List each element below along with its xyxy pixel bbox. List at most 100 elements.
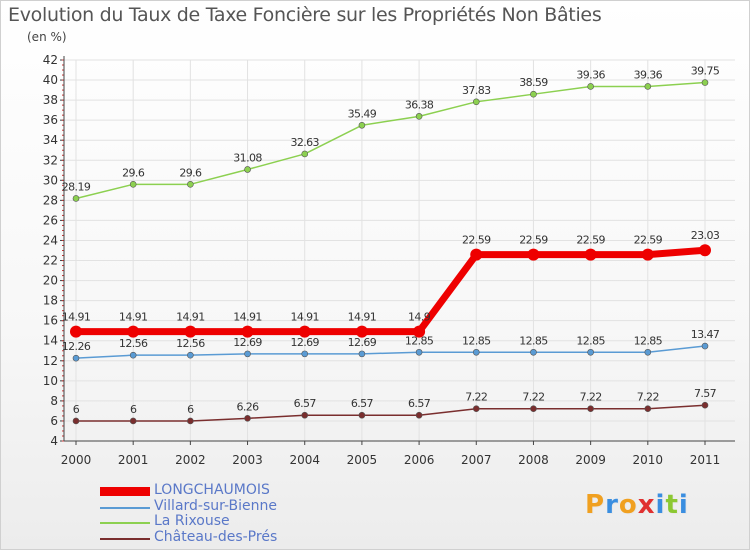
data-label: 22.59	[576, 234, 605, 247]
data-point	[72, 354, 80, 362]
data-label: 13.47	[691, 328, 720, 341]
y-tick-label: 18	[43, 294, 58, 308]
y-tick-label: 16	[43, 314, 58, 328]
data-label: 12.56	[176, 337, 205, 350]
x-tick-label: 2000	[61, 453, 92, 467]
data-label: 6.57	[351, 397, 374, 410]
axes: 4 6 8 10 12 14 16 18 20 22 24 26 28 30 32 34 36 38 40 42 200…	[43, 53, 735, 467]
y-tick-label: 32	[43, 153, 58, 167]
x-tick-label: 2007	[461, 453, 492, 467]
data-point	[187, 417, 194, 425]
data-label: 14.91	[62, 311, 91, 324]
data-point	[244, 166, 251, 173]
chart-title: Evolution du Taux de Taxe Foncière sur l…	[8, 4, 602, 26]
data-label: 7.57	[694, 387, 717, 400]
data-point	[298, 325, 311, 338]
legend-swatch	[100, 538, 150, 540]
data-point	[472, 405, 480, 413]
logo-letter: P	[585, 490, 606, 520]
legend-swatch	[100, 507, 150, 509]
y-tick-label: 40	[43, 73, 58, 87]
y-tick-label: 20	[43, 274, 58, 288]
x-tick-label: 2011	[690, 453, 721, 467]
data-label: 12.26	[62, 340, 91, 353]
data-point	[472, 348, 480, 356]
data-label: 14.91	[176, 311, 205, 324]
data-label: 12.85	[462, 334, 491, 347]
data-point	[184, 325, 197, 338]
y-tick-label: 30	[43, 173, 58, 187]
unit-label: (en %)	[27, 30, 67, 44]
series-layer	[70, 79, 711, 425]
data-label: 39.36	[634, 68, 663, 81]
y-tick-label: 36	[43, 113, 58, 127]
x-tick-label: 2006	[404, 453, 435, 467]
data-point	[358, 411, 366, 419]
data-point	[644, 405, 652, 413]
data-label: 6	[73, 403, 80, 416]
data-point	[72, 417, 80, 425]
data-label: 6.26	[236, 400, 259, 413]
data-label: 12.69	[348, 336, 377, 349]
y-tick-label: 34	[43, 133, 58, 147]
x-tick-label: 2010	[633, 453, 664, 467]
y-tick-label: 6	[50, 414, 58, 428]
data-label: 12.85	[634, 334, 663, 347]
logo-letter: o	[618, 490, 638, 520]
y-tick-label: 12	[43, 354, 58, 368]
data-point	[244, 415, 251, 422]
data-point	[470, 248, 483, 261]
data-point	[644, 83, 652, 90]
data-label: 14.91	[233, 311, 262, 324]
data-point	[415, 113, 423, 120]
y-tick-label: 8	[50, 394, 58, 408]
data-label: 14.91	[290, 311, 319, 324]
data-label-layer: 14.91 14.91 14.91 14.91 14.91 14.91 14.9 22.59 2…	[62, 65, 721, 416]
series-line-la-rixouse	[75, 81, 706, 200]
data-point	[187, 351, 194, 359]
logo-letter: t	[665, 490, 679, 520]
y-tick-label: 14	[43, 334, 58, 348]
legend-label: LONGCHAUMOIS	[154, 482, 270, 498]
data-point	[472, 98, 480, 106]
data-point	[530, 405, 537, 413]
data-point	[701, 401, 709, 409]
data-label: 12.85	[576, 334, 605, 347]
x-tick-label: 2009	[575, 453, 606, 467]
x-tick-label: 2003	[232, 453, 263, 467]
data-label: 29.6	[179, 166, 202, 179]
y-tick-label: 4	[50, 434, 58, 448]
data-label: 35.49	[348, 107, 377, 120]
data-point	[701, 342, 709, 350]
data-label: 7.22	[522, 391, 544, 404]
data-point	[301, 411, 309, 419]
data-point	[530, 348, 537, 356]
y-tick-label: 22	[43, 254, 58, 268]
data-label: 6	[130, 403, 137, 416]
series-line-longchaumois	[72, 246, 709, 336]
logo-letter: i	[655, 490, 666, 520]
data-label: 38.59	[519, 76, 548, 89]
legend-label: Château-des-Prés	[154, 529, 278, 545]
data-label: 12.69	[233, 336, 262, 349]
data-label: 14.91	[119, 311, 148, 324]
data-label: 39.36	[576, 68, 605, 81]
data-label: 7.22	[465, 391, 487, 404]
x-tick-label: 2001	[118, 453, 149, 467]
data-label: 39.75	[691, 65, 720, 78]
x-tick-label: 2008	[518, 453, 549, 467]
data-label: 14.9	[408, 311, 431, 324]
data-point	[358, 350, 366, 358]
series-line-villard-sur-bienne	[75, 345, 706, 359]
data-label: 28.19	[62, 180, 91, 193]
x-tick-label: 2005	[347, 453, 378, 467]
y-tick-label: 24	[43, 233, 58, 247]
y-tick-label: 26	[43, 213, 58, 227]
data-point	[301, 150, 309, 158]
data-label: 7.22	[580, 391, 602, 404]
data-point	[587, 348, 594, 356]
data-point	[72, 195, 80, 202]
data-label: 7.22	[637, 391, 659, 404]
data-point	[587, 405, 594, 413]
